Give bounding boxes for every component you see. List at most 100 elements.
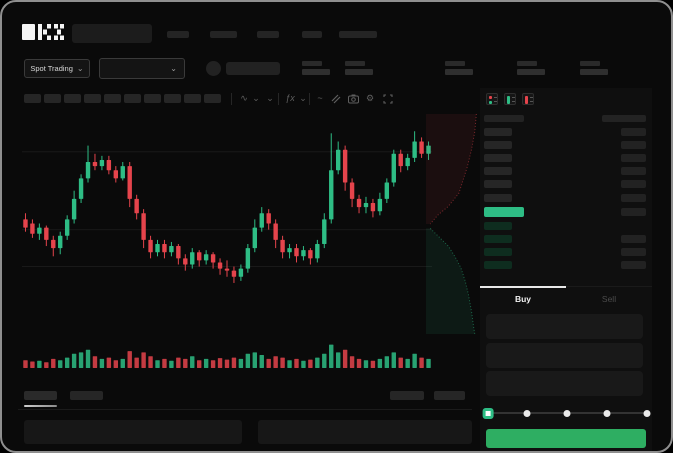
chevron-down-icon[interactable]: ⌄ — [299, 93, 307, 103]
ask-row[interactable] — [484, 178, 646, 191]
stat-value-placeholder — [302, 69, 330, 75]
chevron-down-icon: ⌄ — [76, 63, 84, 73]
price-placeholder — [484, 193, 512, 202]
pair-name-placeholder — [226, 62, 280, 75]
amount-placeholder — [621, 193, 646, 202]
stat-value-placeholder — [345, 69, 373, 75]
timeframe-button-placeholder[interactable] — [84, 94, 101, 103]
orderbook-panel: Buy Sell — [480, 88, 652, 451]
toolbar-divider — [278, 93, 279, 105]
toolbar-divider — [231, 93, 232, 105]
amount-placeholder — [621, 261, 646, 270]
okx-logo[interactable] — [22, 24, 64, 45]
chart-type-icon[interactable]: ∿ — [240, 93, 248, 103]
timeframe-button-placeholder[interactable] — [24, 94, 41, 103]
amount-input[interactable] — [486, 343, 643, 368]
timeframe-button-placeholder[interactable] — [124, 94, 141, 103]
candlestick-chart[interactable] — [22, 116, 432, 336]
amount-placeholder — [621, 167, 646, 176]
amount-placeholder — [621, 234, 646, 243]
bottom-action-placeholder[interactable] — [434, 391, 465, 400]
price-placeholder — [484, 261, 512, 270]
slider-handle[interactable] — [482, 407, 494, 419]
nav-item-placeholder[interactable] — [167, 31, 189, 38]
indicators-icon[interactable]: ƒx — [285, 93, 295, 103]
price-placeholder — [484, 127, 512, 136]
bid-row[interactable] — [484, 232, 646, 245]
timeframe-button-placeholder[interactable] — [104, 94, 121, 103]
slider-stop-75[interactable] — [603, 409, 611, 417]
tab-buy[interactable]: Buy — [480, 286, 566, 310]
market-type-label: Spot Trading — [30, 64, 73, 73]
orderbook-view-switcher — [486, 93, 534, 105]
bottom-tab-placeholder[interactable] — [70, 391, 103, 400]
nav-item-placeholder[interactable] — [210, 31, 237, 38]
book-bids-view-icon[interactable] — [504, 93, 516, 105]
timeframe-button-placeholder[interactable] — [184, 94, 201, 103]
chevron-down-icon[interactable]: ⌄ — [252, 93, 260, 103]
stat-label-placeholder — [345, 61, 365, 66]
last-price-row[interactable] — [484, 204, 646, 219]
stat-value-placeholder — [445, 69, 473, 75]
price-input[interactable] — [486, 314, 643, 339]
chevron-down-icon[interactable]: ⌄ — [266, 93, 274, 103]
draw-tool-icon[interactable] — [329, 92, 343, 106]
price-placeholder — [484, 153, 512, 162]
stat-value-placeholder — [517, 69, 545, 75]
nav-item-placeholder[interactable] — [302, 31, 322, 38]
bid-row[interactable] — [484, 219, 646, 232]
pair-dropdown[interactable]: ⌄ — [99, 58, 185, 79]
tab-sell[interactable]: Sell — [601, 293, 617, 304]
slider-stop-25[interactable] — [523, 409, 531, 417]
amount-placeholder — [621, 153, 646, 162]
price-column-header-placeholder — [484, 115, 524, 122]
price-placeholder — [484, 221, 512, 230]
timeframe-button-placeholder[interactable] — [64, 94, 81, 103]
book-split-view-icon[interactable] — [486, 93, 498, 105]
bottom-tab-active-placeholder[interactable] — [24, 391, 57, 400]
stat-group — [445, 61, 473, 75]
amount-slider[interactable] — [482, 407, 651, 419]
ask-row[interactable] — [484, 191, 646, 204]
camera-icon[interactable] — [346, 92, 360, 106]
slider-stop-100[interactable] — [643, 409, 651, 417]
trade-tabs: Buy Sell — [480, 286, 652, 310]
stat-label-placeholder — [445, 61, 465, 66]
fullscreen-icon[interactable] — [381, 92, 395, 106]
timeframe-button-placeholder[interactable] — [204, 94, 221, 103]
ask-row[interactable] — [484, 138, 646, 151]
price-placeholder — [484, 234, 512, 243]
timeframe-button-placeholder[interactable] — [44, 94, 61, 103]
ticker-placeholder — [72, 24, 152, 43]
buy-submit-button[interactable] — [486, 429, 646, 448]
ask-row[interactable] — [484, 165, 646, 178]
market-type-selector[interactable]: Spot Trading ⌄ — [24, 59, 90, 78]
slider-stop-50[interactable] — [563, 409, 571, 417]
timeframe-button-placeholder[interactable] — [144, 94, 161, 103]
amount-placeholder — [621, 127, 646, 136]
coin-avatar — [206, 61, 221, 76]
amount-placeholder — [621, 248, 646, 257]
depth-chart — [426, 114, 477, 334]
orders-panel-placeholder — [24, 420, 242, 444]
stat-label-placeholder — [580, 61, 600, 66]
total-input[interactable] — [486, 371, 643, 396]
bid-row[interactable] — [484, 246, 646, 259]
bottom-divider — [18, 409, 472, 410]
amount-column-header-placeholder — [602, 115, 646, 122]
stat-label-placeholder — [302, 61, 322, 66]
nav-item-placeholder[interactable] — [339, 31, 377, 38]
line-tool-icon[interactable]: ~ — [317, 93, 323, 103]
orderbook-header — [484, 112, 646, 125]
timeframe-button-placeholder[interactable] — [164, 94, 181, 103]
bid-row[interactable] — [484, 259, 646, 272]
nav-item-placeholder[interactable] — [257, 31, 279, 38]
settings-gear-icon[interactable]: ⚙ — [365, 93, 375, 103]
book-asks-view-icon[interactable] — [522, 93, 534, 105]
okx-logo-icon — [22, 24, 64, 40]
ask-row[interactable] — [484, 125, 646, 138]
stat-group — [580, 61, 608, 75]
ask-row[interactable] — [484, 151, 646, 164]
bottom-action-placeholder[interactable] — [390, 391, 424, 400]
orderbook-rows — [484, 112, 646, 272]
